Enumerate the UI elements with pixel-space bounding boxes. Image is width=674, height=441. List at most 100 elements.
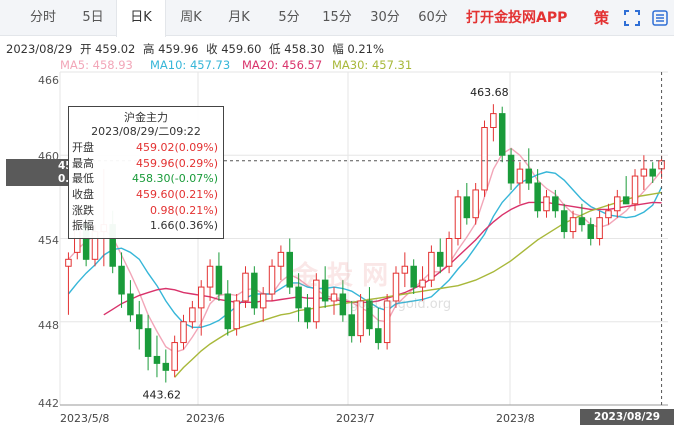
candle-body <box>516 168 524 184</box>
tooltip-row-close: 收盘 459.60(0.21%) <box>72 187 220 203</box>
annotation-high: 463.68 <box>470 86 509 99</box>
candle-body <box>189 307 196 323</box>
tooltip-row-high: 最高 459.96(0.29%) <box>72 156 220 172</box>
candle-body <box>215 265 223 295</box>
ma-line-ma20 <box>103 201 662 316</box>
tooltip-date: 2023/08/29/二09:22 <box>91 125 201 138</box>
candle-body <box>118 265 125 295</box>
candle-body <box>286 251 293 288</box>
candle-body <box>649 168 656 177</box>
candle-body <box>144 328 152 357</box>
settings-icon[interactable] <box>652 10 668 26</box>
info-low: 低 458.30 <box>269 42 325 56</box>
tooltip-row-open: 开盘 459.02(0.09%) <box>72 140 220 156</box>
tooltip-value: 1.66(0.36%) <box>149 219 218 233</box>
candle-body <box>162 362 170 371</box>
y-tick-454: 454 <box>38 234 59 247</box>
tab-daily-k[interactable]: 日K <box>116 0 166 37</box>
candle-body <box>481 127 488 191</box>
fullscreen-icon[interactable] <box>624 10 640 26</box>
ma5-label: MA5: 458.93 <box>60 58 133 72</box>
ma20-label: MA20: 456.57 <box>242 58 323 72</box>
candle-body <box>552 196 559 212</box>
tab-30min[interactable]: 30分 <box>370 10 400 25</box>
candle-body <box>410 265 417 288</box>
tab-monthly-k[interactable]: 月K <box>228 10 250 25</box>
candle-body <box>490 113 497 128</box>
tooltip-key: 涨跌 <box>72 203 94 217</box>
candle-body <box>153 355 161 364</box>
candle-body <box>605 210 612 219</box>
tooltip-key: 收盘 <box>72 188 94 202</box>
candle-body <box>259 293 267 309</box>
candle-body <box>472 189 479 219</box>
candle-body <box>560 210 568 233</box>
info-amplitude: 幅 0.21% <box>332 42 384 56</box>
candle-body <box>419 279 426 288</box>
y-tick-448: 448 <box>38 319 59 332</box>
candle-body <box>304 307 311 323</box>
candle-body <box>614 196 621 212</box>
candle-body <box>596 217 603 239</box>
info-open: 开 459.02 <box>79 42 136 56</box>
candle-body <box>498 113 506 156</box>
candle-body <box>357 300 364 337</box>
tooltip-value: 0.98(0.21%) <box>149 203 218 217</box>
x-tick-2: 2023/7 <box>336 412 375 425</box>
ohlc-info-line: 2023/08/29 开 459.02 高 459.96 收 459.60 低 … <box>6 41 388 57</box>
tooltip-row-amplitude: 振幅 1.66(0.36%) <box>72 218 220 234</box>
tooltip-value: 459.02(0.09%) <box>135 141 218 154</box>
x-tick-0: 2023/5/8 <box>60 412 110 425</box>
crosshair-date-tag: 2023/08/29 09:22 <box>580 409 674 439</box>
watermark-cn: 金 投 网 <box>292 261 389 291</box>
info-close: 收 459.60 <box>206 42 262 56</box>
info-high: 高 459.96 <box>143 42 199 56</box>
tooltip-value: 459.60(0.21%) <box>135 188 218 202</box>
tab-weekly-k[interactable]: 周K <box>180 10 202 25</box>
tooltip-key: 最低 <box>72 172 94 186</box>
tooltip-key: 最高 <box>72 156 94 170</box>
x-tick-3: 2023/8 <box>496 412 535 425</box>
candle-body <box>224 293 232 330</box>
candle-body <box>631 175 639 205</box>
candle-body <box>401 265 409 274</box>
tab-5day[interactable]: 5日 <box>82 10 104 25</box>
tooltip-value: 459.96(0.29%) <box>135 156 218 170</box>
candle-body <box>622 196 630 205</box>
candle-body <box>206 265 214 288</box>
kline-chart[interactable]: 463.68 443.62 <box>0 0 674 425</box>
candle-body <box>127 293 134 316</box>
candle-body <box>65 258 72 267</box>
candle-body <box>569 217 577 233</box>
candle-body <box>375 328 382 344</box>
candle-body <box>543 196 550 212</box>
ma10-label: MA10: 457.73 <box>150 58 231 72</box>
tooltip-row-change: 涨跌 0.98(0.21%) <box>72 203 220 219</box>
tab-15min[interactable]: 15分 <box>322 10 352 25</box>
watermark-en: gold.cngold.org <box>350 297 452 312</box>
open-app-link[interactable]: 打开金投网APP <box>466 10 568 26</box>
tooltip-key: 振幅 <box>72 219 94 233</box>
candle-body <box>428 251 435 281</box>
candle-body <box>534 182 541 212</box>
candle-body <box>437 251 444 267</box>
candle-body <box>587 224 594 239</box>
candle-body <box>136 314 143 330</box>
candle-body <box>197 286 205 309</box>
tab-5min[interactable]: 5分 <box>278 10 300 25</box>
tooltip-row-low: 最低 458.30(-0.07%) <box>72 171 220 187</box>
current-price-tag: 459.7 0.30 <box>6 159 91 186</box>
candle-body <box>180 321 187 344</box>
candle-body <box>463 196 471 219</box>
tooltip-value: 458.30(-0.07%) <box>132 172 218 186</box>
tab-60min[interactable]: 60分 <box>418 10 448 25</box>
tooltip-key: 开盘 <box>72 141 94 154</box>
candle-body <box>233 300 240 330</box>
ohlc-tooltip: 沪金主力 2023/08/29/二09:22 开盘 459.02(0.09%) 最… <box>68 106 224 239</box>
ma30-label: MA30: 457.31 <box>332 58 413 72</box>
tooltip-title: 沪金主力 <box>124 111 168 124</box>
tab-fenshi[interactable]: 分时 <box>29 10 56 25</box>
candle-body <box>251 272 258 309</box>
candle-body <box>578 217 586 226</box>
strategy-icon[interactable]: 策 <box>594 9 610 27</box>
